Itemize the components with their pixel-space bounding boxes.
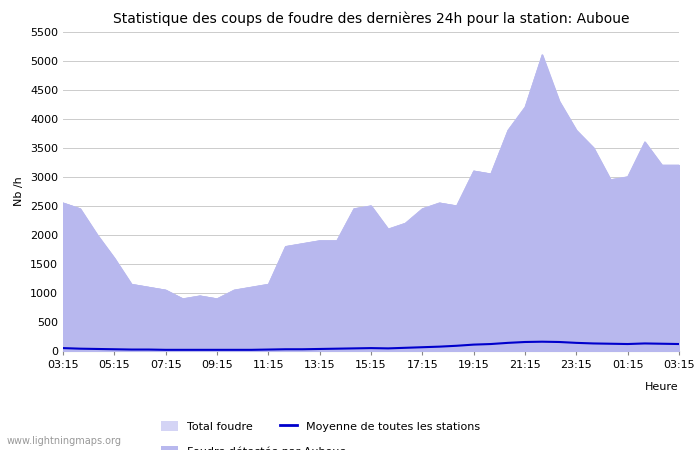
- Legend: Foudre détectée par Auboue: Foudre détectée par Auboue: [161, 446, 346, 450]
- Text: www.lightningmaps.org: www.lightningmaps.org: [7, 436, 122, 446]
- Text: Heure: Heure: [645, 382, 679, 392]
- Title: Statistique des coups de foudre des dernières 24h pour la station: Auboue: Statistique des coups de foudre des dern…: [113, 12, 629, 26]
- Y-axis label: Nb /h: Nb /h: [15, 176, 24, 206]
